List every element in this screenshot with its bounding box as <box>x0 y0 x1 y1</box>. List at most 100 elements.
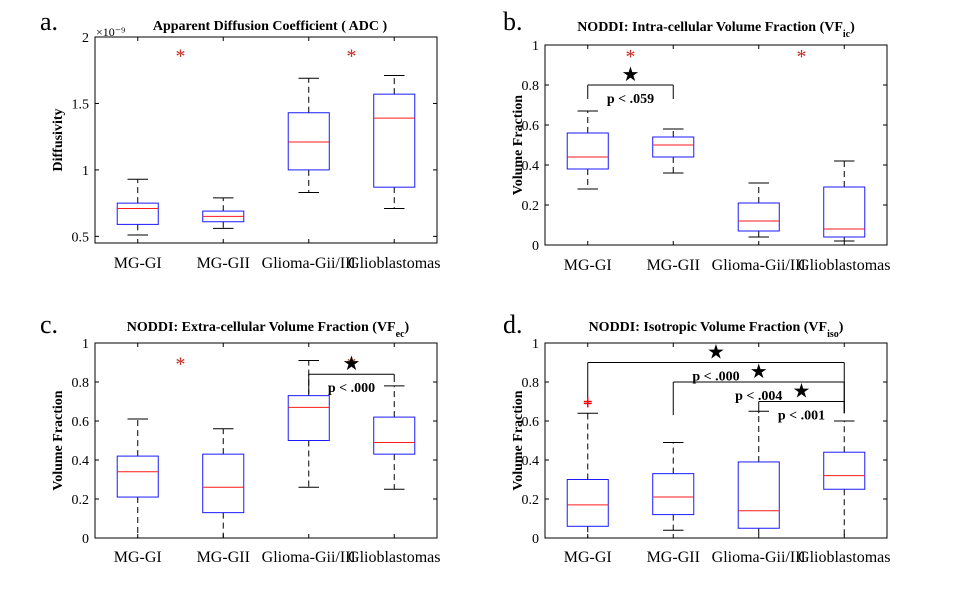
chart-title-end: ) <box>850 20 855 35</box>
box-iqr <box>566 132 609 170</box>
panel-letter: b. <box>503 7 523 36</box>
p-value-label: p < .000 <box>328 381 375 396</box>
box-1 <box>566 397 609 539</box>
panel-letter: a. <box>40 7 58 36</box>
plot-frame <box>94 36 438 244</box>
box-iqr <box>737 461 780 529</box>
chart-title-main: NODDI: Isotropic Volume Fraction (VF <box>589 320 828 335</box>
box-iqr <box>823 186 866 238</box>
panel-4: d. NODDI: Isotropic Volume Fraction (VFis… <box>503 310 890 566</box>
y-axis-label: Diffusivity <box>51 109 66 172</box>
x-category-label: MG-GII <box>197 549 250 566</box>
chart-title: NODDI: Isotropic Volume Fraction (VFiso) <box>589 320 844 340</box>
p-value-label: p < .004 <box>735 389 782 404</box>
box-iqr <box>116 455 159 498</box>
box-iqr <box>737 202 780 232</box>
x-category-label: Glioblastomas <box>348 549 440 566</box>
box-4 <box>823 420 866 539</box>
box-1 <box>116 418 159 539</box>
box-4 <box>373 385 416 490</box>
panel-1: a. Apparent Diffusion Coefficient ( ADC )… <box>40 7 440 272</box>
y-tick-label: 0.4 <box>522 159 540 174</box>
x-category-label: Glioblastomas <box>798 549 890 566</box>
box-2 <box>202 197 245 229</box>
x-category-label: MG-GI <box>114 255 162 272</box>
chart-title-main: NODDI: Intra-cellular Volume Fraction (V… <box>577 20 843 35</box>
x-category-label: MG-GII <box>197 255 250 272</box>
y-axis-label: Volume Fraction <box>511 95 526 195</box>
x-category-label: MG-GII <box>647 549 700 566</box>
y-tick-label: 0.8 <box>72 376 90 391</box>
y-tick-label: 0.5 <box>72 230 90 245</box>
box-4 <box>823 160 866 242</box>
box-iqr <box>287 112 330 171</box>
axis-exponent-label: ×10⁻⁹ <box>96 25 125 39</box>
significance-asterisk: * <box>347 45 357 67</box>
y-tick-label: 1.5 <box>72 97 90 112</box>
box-3 <box>287 77 330 193</box>
box-iqr <box>566 479 609 527</box>
bracket-star: ★ <box>343 353 361 375</box>
x-category-label: Glioblastomas <box>348 255 440 272</box>
significance-asterisk: * <box>176 45 186 67</box>
chart-title: Apparent Diffusion Coefficient ( ADC ) <box>153 19 388 34</box>
y-tick-label: 0.8 <box>522 79 540 94</box>
box-iqr <box>652 136 695 158</box>
plot-frame <box>94 342 438 539</box>
chart-title-subscript: ec <box>396 329 405 340</box>
x-category-label: Glioblastomas <box>798 257 890 274</box>
chart-title-subscript: ic <box>843 29 851 40</box>
significance-bracket: ★ p < .000 <box>587 342 845 414</box>
significance-asterisk: * <box>797 46 807 68</box>
y-tick-label: 2 <box>82 31 89 46</box>
chart-title-main: NODDI: Extra-cellular Volume Fraction (V… <box>127 320 396 335</box>
bracket-star: ★ <box>622 64 640 86</box>
panel-letter: c. <box>40 310 58 339</box>
p-value-label: p < .000 <box>692 370 739 385</box>
plot-frame <box>544 44 888 246</box>
bracket-star: ★ <box>707 342 725 364</box>
y-tick-label: 1 <box>82 164 89 179</box>
y-tick-label: 0 <box>82 532 89 547</box>
box-3 <box>737 410 780 539</box>
box-iqr <box>116 202 159 225</box>
x-category-label: Glioma-Gii/III <box>712 257 806 274</box>
y-tick-label: 0.4 <box>522 454 540 469</box>
significance-bracket: ★ p < .004 <box>672 361 845 416</box>
box-2 <box>652 128 695 174</box>
y-tick-label: 0.2 <box>522 493 540 508</box>
chart-title-main: Apparent Diffusion Coefficient ( ADC ) <box>153 19 388 34</box>
significance-asterisk: * <box>626 46 636 68</box>
chart-title-subscript: iso <box>827 329 839 340</box>
box-iqr <box>652 473 695 516</box>
y-tick-label: 0.6 <box>522 119 540 134</box>
panel-letter: d. <box>503 310 523 339</box>
y-axis-label: Volume Fraction <box>51 390 66 490</box>
x-category-label: MG-GI <box>564 257 612 274</box>
y-tick-label: 0 <box>532 532 539 547</box>
y-tick-label: 0.2 <box>522 199 540 214</box>
box-1 <box>116 178 159 236</box>
box-iqr <box>287 395 330 441</box>
chart-title: NODDI: Extra-cellular Volume Fraction (V… <box>127 320 410 340</box>
panel-2: b. NODDI: Intra-cellular Volume Fraction … <box>503 7 890 274</box>
y-tick-label: 1 <box>532 337 539 352</box>
panel-3: c. NODDI: Extra-cellular Volume Fraction … <box>40 310 440 566</box>
box-iqr <box>373 416 416 455</box>
x-category-label: MG-GI <box>114 549 162 566</box>
y-axis-label: Volume Fraction <box>511 390 526 490</box>
box-iqr <box>823 451 866 490</box>
box-4 <box>373 75 416 209</box>
significance-asterisk: * <box>347 354 357 376</box>
y-tick-label: 0.6 <box>72 415 90 430</box>
y-tick-label: 0.8 <box>522 376 540 391</box>
chart-title-end: ) <box>405 320 410 335</box>
box-1 <box>566 110 609 190</box>
x-category-label: Glioma-Gii/III <box>262 549 356 566</box>
significance-asterisk: * <box>176 354 186 376</box>
y-tick-label: 0 <box>532 239 539 254</box>
x-category-label: MG-GII <box>647 257 700 274</box>
significance-bracket: ★ p < .001 <box>758 381 845 424</box>
y-tick-label: 1 <box>532 39 539 54</box>
